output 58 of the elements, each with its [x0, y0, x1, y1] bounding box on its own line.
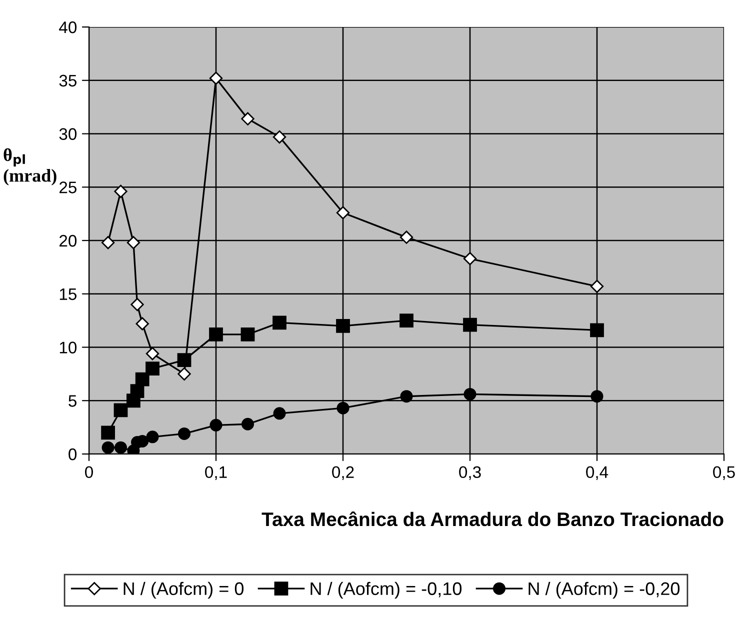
point [400, 390, 413, 403]
point [336, 318, 350, 333]
x-tick-label: 0 [85, 466, 93, 478]
x-axis-title: Taxa Mecânica da Armadura do Banzo Tracionado [262, 511, 724, 526]
point [273, 407, 286, 420]
point [136, 317, 149, 330]
y-tick-label: 25 [59, 182, 76, 194]
x-tick-label: 0,2 [332, 466, 354, 480]
point [210, 418, 222, 432]
point [590, 280, 604, 293]
y-tick-label: 5 [68, 395, 76, 407]
point [590, 390, 604, 403]
point [101, 236, 115, 250]
point [336, 206, 350, 220]
point [272, 316, 286, 330]
x-tick-label: 0,4 [586, 466, 608, 480]
legend-label: N / (Aofcm) = 0 [124, 582, 244, 599]
point [178, 427, 190, 440]
point [336, 402, 350, 414]
y-tick-label: 40 [59, 21, 77, 34]
y-axis-title: θ$_{pl}$ (mrad) [4, 148, 56, 186]
point [178, 367, 191, 381]
point [272, 130, 286, 144]
point [146, 347, 160, 360]
point [240, 327, 255, 342]
point [400, 230, 414, 244]
legend-label: N / (Aofcm) = -0,10 [310, 582, 462, 599]
point [130, 298, 144, 312]
y-tick-label: 15 [60, 288, 76, 300]
point [242, 418, 254, 430]
point [102, 441, 114, 454]
point [114, 184, 128, 198]
point [114, 403, 128, 418]
point [464, 388, 476, 400]
x-tick-label: 0,5 [713, 466, 735, 480]
x-tick-label: 0,3 [459, 466, 481, 480]
x-tick-label: 0,1 [205, 466, 227, 480]
point [135, 372, 150, 386]
point [209, 72, 223, 85]
point [177, 353, 192, 368]
point [400, 314, 414, 328]
point [146, 430, 159, 444]
y-tick-label: 20 [59, 234, 77, 247]
y-tick-label: 35 [59, 74, 76, 87]
point [463, 252, 477, 266]
point [463, 318, 477, 332]
y-tick-label: 0 [68, 448, 77, 460]
point [114, 441, 127, 454]
point [126, 236, 140, 250]
point [101, 426, 115, 440]
point [130, 384, 144, 398]
y-tick-label: 30 [59, 128, 77, 140]
y-tick-label: 10 [60, 342, 77, 354]
point [241, 112, 254, 126]
point [590, 323, 604, 338]
point [209, 327, 223, 342]
point [146, 362, 160, 376]
legend-label: N / (Aofcm) = -0,20 [528, 582, 680, 599]
